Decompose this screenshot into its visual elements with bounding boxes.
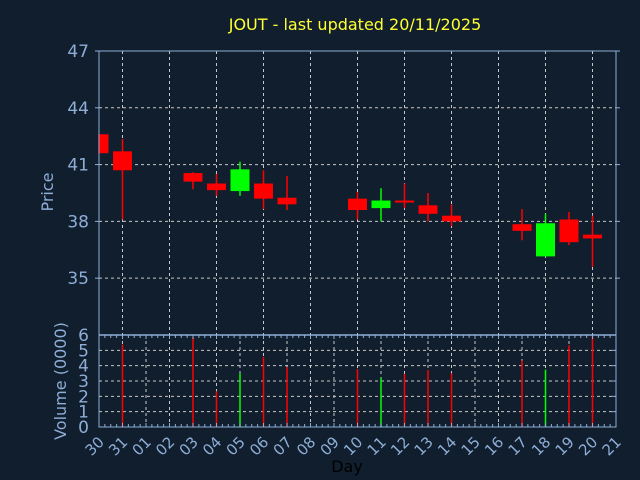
volume-tick-label: 3: [78, 372, 89, 392]
x-tick-label: 09: [317, 433, 343, 459]
volume-tick-label: 1: [78, 403, 89, 423]
x-axis-label: Day: [331, 457, 363, 476]
y-axis-label: Price: [38, 172, 57, 211]
candle-body: [583, 234, 602, 239]
x-tick-label: 16: [481, 433, 507, 459]
candle-body: [536, 223, 555, 257]
price-tick-label: 41: [67, 156, 89, 176]
x-tick-label: 11: [364, 433, 390, 459]
candle-body: [559, 219, 579, 243]
candle-body: [418, 205, 438, 214]
x-tick-label: 12: [387, 433, 413, 459]
candle-body: [230, 169, 250, 192]
candle-body: [207, 183, 226, 191]
x-tick-label: 13: [411, 433, 437, 459]
candle-body: [99, 134, 109, 154]
price-tick-label: 44: [67, 99, 89, 119]
volume-tick-label: 0: [78, 418, 89, 438]
plot-frame: [98, 50, 617, 428]
x-tick-label: 15: [458, 433, 484, 459]
candle-body: [348, 198, 367, 211]
x-tick-label: 19: [552, 433, 578, 459]
x-tick-label: 08: [293, 433, 319, 459]
candle-body: [183, 173, 203, 182]
volume-tick-label: 4: [78, 357, 89, 377]
volume-axis-label: Volume (0000): [51, 322, 70, 440]
candle-body: [442, 215, 461, 222]
candle-body: [395, 200, 414, 203]
x-tick-label: 14: [434, 433, 460, 459]
x-tick-label: 21: [599, 433, 625, 459]
x-tick-label: 31: [105, 433, 131, 459]
x-tick-label: 06: [246, 433, 272, 459]
candle-body: [277, 197, 297, 205]
x-tick-label: 03: [176, 433, 202, 459]
price-tick-label: 47: [67, 42, 89, 62]
x-tick-label: 20: [575, 433, 601, 459]
candle-body: [254, 183, 273, 199]
x-tick-label: 10: [340, 433, 366, 459]
volume-tick-label: 2: [78, 387, 89, 407]
volume-tick-label: 5: [78, 341, 89, 361]
volume-tick-label: 6: [78, 326, 89, 346]
x-tick-label: 01: [129, 433, 155, 459]
candle-body: [512, 224, 532, 231]
x-tick-label: 04: [199, 433, 225, 459]
x-tick-label: 07: [270, 433, 296, 459]
x-tick-label: 18: [528, 433, 554, 459]
x-tick-label: 02: [152, 433, 178, 459]
chart-title: JOUT - last updated 20/11/2025: [228, 15, 482, 34]
candle-body: [113, 151, 132, 171]
x-tick-label: 17: [505, 433, 531, 459]
price-tick-label: 35: [67, 269, 89, 289]
x-tick-label: 05: [223, 433, 249, 459]
candle-body: [371, 200, 391, 209]
price-tick-label: 38: [67, 212, 89, 232]
